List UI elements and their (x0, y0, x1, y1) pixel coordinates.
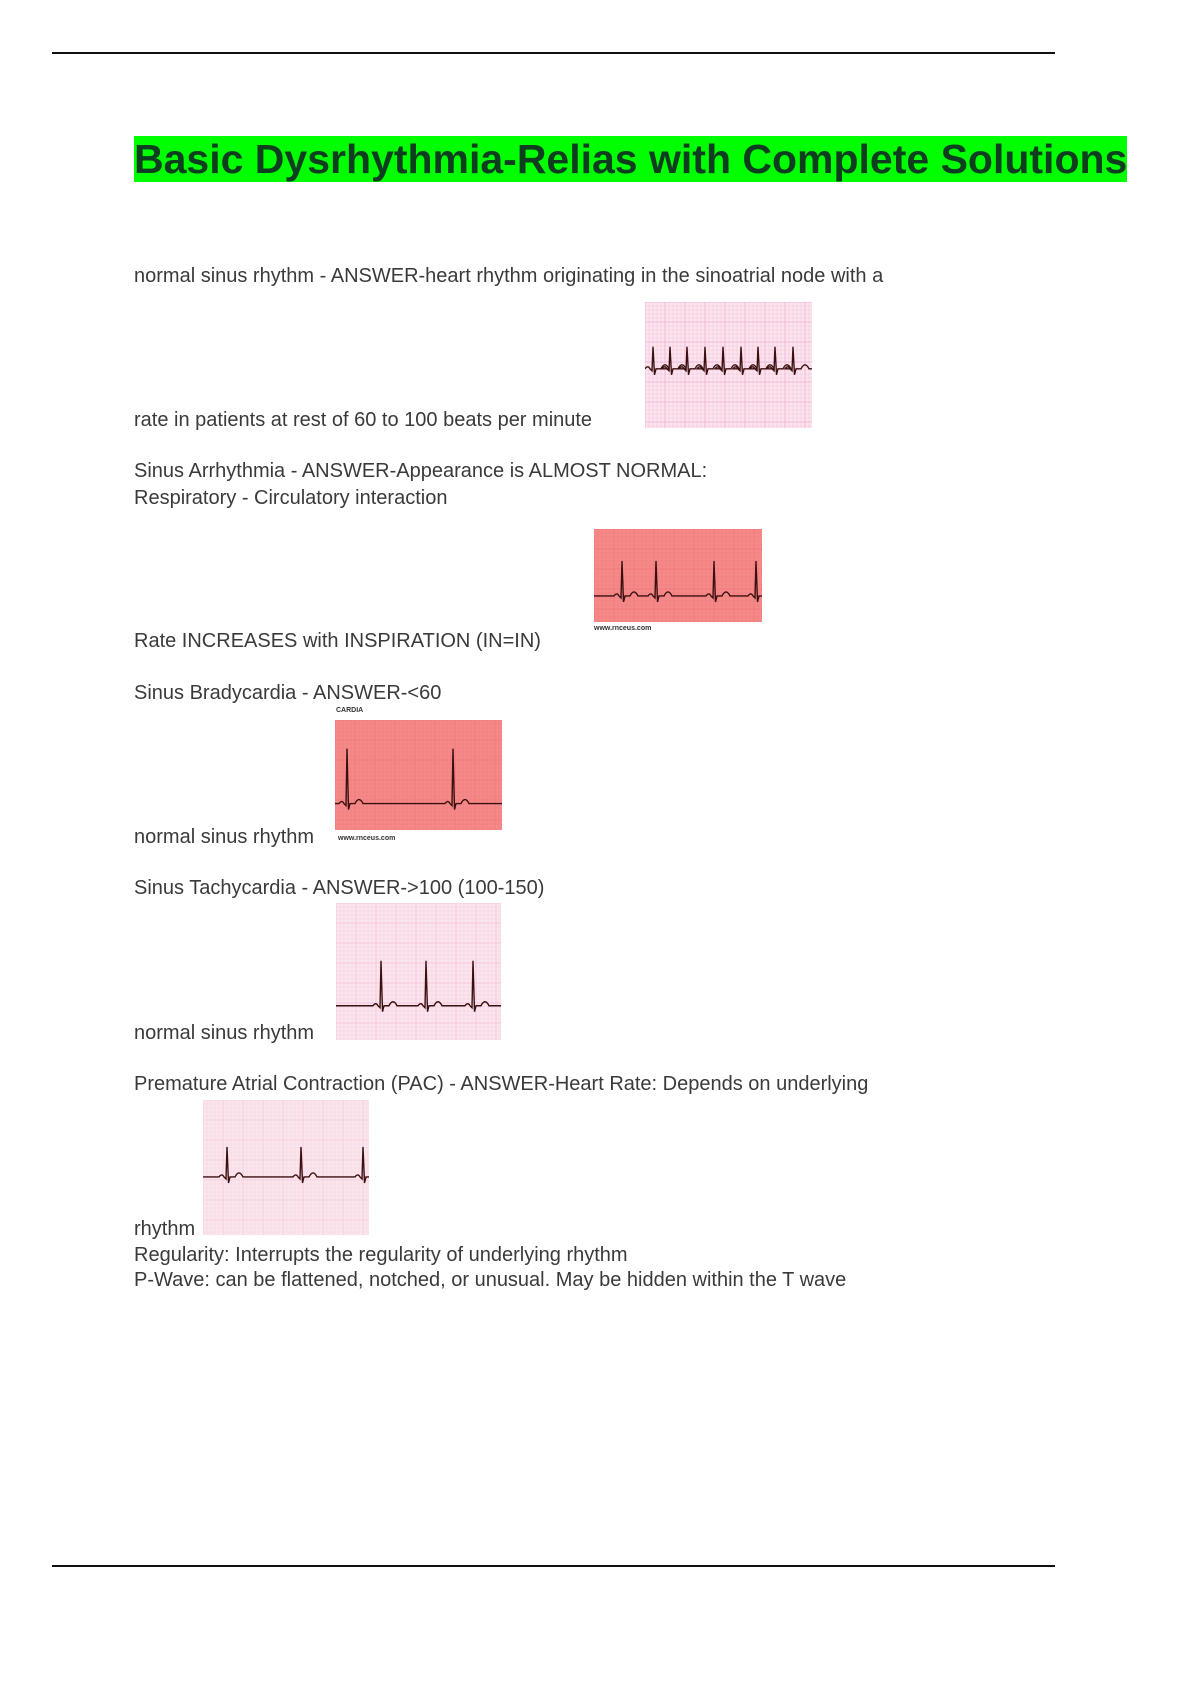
entry-text: Regularity: Interrupts the regularity of… (134, 1244, 628, 1266)
entry-text: Respiratory - Circulatory interaction (134, 487, 448, 509)
image-caption: www.rnceus.com (338, 835, 396, 842)
ecg-grid-background (203, 1100, 369, 1235)
entry-text: P-Wave: can be flattened, notched, or un… (134, 1269, 847, 1291)
ecg-trace (336, 960, 501, 1012)
entry-text: normal sinus rhythm (134, 826, 315, 848)
ecg-image-sinus-tachycardia (336, 903, 501, 1040)
entry-text: Premature Atrial Contraction (PAC) - ANS… (134, 1073, 869, 1095)
header-rule (52, 52, 1055, 54)
ecg-image-normal-sinus (645, 302, 812, 428)
image-caption: www.rnceus.com (594, 625, 652, 632)
ecg-trace (335, 748, 502, 810)
entry-text: normal sinus rhythm (134, 1022, 315, 1044)
image-label: CARDIA (336, 707, 364, 714)
entry-text: rate in patients at rest of 60 to 100 be… (134, 409, 593, 431)
entry-text: Rate INCREASES with INSPIRATION (IN=IN) (134, 630, 541, 652)
entry-text: Sinus Bradycardia - ANSWER-<60 (134, 682, 442, 704)
ecg-trace (594, 560, 762, 603)
document-title: Basic Dysrhythmia-Relias with Complete S… (134, 136, 1128, 182)
ecg-trace (203, 1146, 369, 1184)
entry-text: Sinus Tachycardia - ANSWER->100 (100-150… (134, 877, 545, 899)
entry-text: Sinus Arrhythmia - ANSWER-Appearance is … (134, 460, 708, 482)
ecg-image-sinus-bradycardia (335, 720, 502, 830)
ecg-trace (645, 346, 812, 375)
ecg-image-sinus-arrhythmia (594, 529, 762, 622)
footer-rule (52, 1565, 1055, 1567)
entry-text: rhythm (134, 1218, 196, 1240)
entry-text: normal sinus rhythm - ANSWER-heart rhyth… (134, 265, 884, 287)
ecg-image-pac (203, 1100, 369, 1235)
ecg-grid-background (335, 720, 502, 830)
